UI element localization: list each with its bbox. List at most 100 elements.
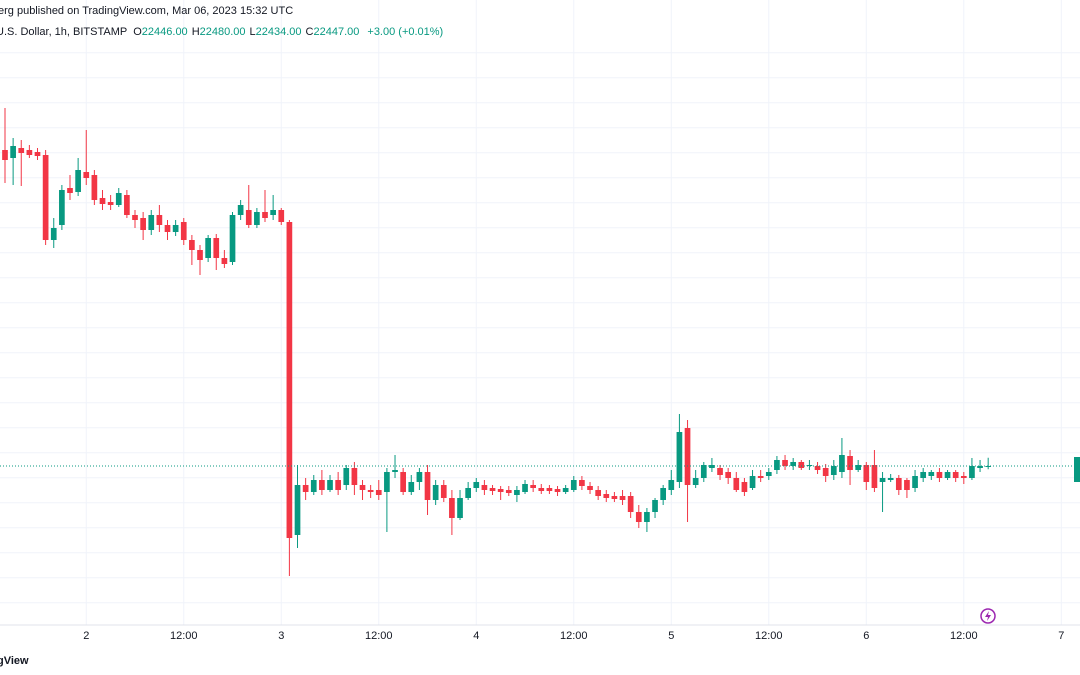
candle-body xyxy=(75,170,81,192)
candle-body xyxy=(570,480,577,490)
candle-body xyxy=(627,496,634,512)
candle-body xyxy=(2,150,8,160)
candle-body xyxy=(912,476,918,488)
candle-body xyxy=(473,482,480,488)
candle-body xyxy=(514,490,520,495)
x-tick-label: 6 xyxy=(863,630,869,642)
candle-body xyxy=(107,202,114,205)
candles xyxy=(0,108,1080,576)
x-tick-label: 3 xyxy=(278,630,284,642)
candle-body xyxy=(749,476,756,488)
candle-body xyxy=(928,472,935,476)
candle-body xyxy=(164,225,171,232)
candle-body xyxy=(140,218,146,230)
candle-body xyxy=(579,480,585,486)
candle-body xyxy=(814,466,821,470)
candle-body xyxy=(676,432,683,482)
candle-body xyxy=(497,489,504,492)
ohlc-legend: O 22446.00 H 22480.00 L 22434.00 C 22447.00 +3.0… xyxy=(133,26,443,38)
candle-body xyxy=(449,498,455,518)
candle-body xyxy=(944,472,951,478)
candle-body xyxy=(310,480,317,492)
candle-body xyxy=(839,455,845,472)
candle-body xyxy=(546,488,553,491)
candle-body xyxy=(684,428,691,485)
candle-body xyxy=(920,472,927,478)
candle-body xyxy=(424,472,431,500)
legend-high: 22480.00 xyxy=(200,26,246,38)
candle-body xyxy=(757,476,764,478)
watermark: gView xyxy=(0,655,29,667)
candle-body xyxy=(343,468,350,485)
candle-body xyxy=(26,150,33,155)
candle-body xyxy=(270,210,276,215)
candle-body xyxy=(83,172,90,178)
candle-body xyxy=(245,210,252,225)
candle-body xyxy=(432,485,439,500)
legend-open: 22446.00 xyxy=(142,26,188,38)
candle-body xyxy=(124,195,130,215)
candle-body xyxy=(652,500,658,512)
candle-body xyxy=(806,465,813,466)
candle-body xyxy=(619,496,626,500)
candle-body xyxy=(400,472,406,492)
candle-body xyxy=(554,489,561,492)
candle-body xyxy=(327,480,333,490)
legend-high-label: H xyxy=(192,26,200,38)
candle-body xyxy=(189,240,195,250)
legend-close-label: C xyxy=(306,26,314,38)
candle-body xyxy=(587,486,593,490)
x-tick-label: 2 xyxy=(83,630,89,642)
candle-body xyxy=(774,460,780,470)
candle-body xyxy=(830,466,837,475)
candle-body xyxy=(286,222,293,538)
candle-body xyxy=(505,490,512,493)
candle-body xyxy=(180,222,187,240)
candle-body xyxy=(42,155,49,240)
candle-body xyxy=(562,488,569,492)
candle-body xyxy=(847,456,853,470)
candle-body xyxy=(18,148,25,153)
candle-body xyxy=(254,212,260,225)
candle-body xyxy=(855,465,862,470)
candle-body xyxy=(408,482,415,492)
legend-low-label: L xyxy=(250,26,256,38)
candle-body xyxy=(237,205,244,215)
candle-body xyxy=(538,488,545,491)
legend-close: 22447.00 xyxy=(314,26,360,38)
candle-body xyxy=(611,496,618,499)
alert-icon xyxy=(980,608,996,624)
candle-body xyxy=(522,484,528,492)
candle-body xyxy=(871,465,878,488)
candle-body xyxy=(34,152,41,156)
candle-body xyxy=(99,198,106,204)
legend-change: +3.00 (+0.01%) xyxy=(367,26,443,38)
candle-body xyxy=(489,488,496,491)
x-tick-label: 4 xyxy=(473,630,479,642)
symbol-info: U.S. Dollar, 1h, BITSTAMP xyxy=(0,26,127,38)
candle-body xyxy=(10,146,16,158)
candle-body xyxy=(985,466,992,467)
publish-info: erg published on TradingView.com, Mar 06… xyxy=(0,5,293,17)
candle-body xyxy=(790,462,797,466)
candle-body xyxy=(359,485,366,490)
candle-body xyxy=(887,478,894,480)
candle-body xyxy=(530,485,536,488)
candle-body xyxy=(229,215,236,262)
legend-low: 22434.00 xyxy=(256,26,302,38)
candle-body xyxy=(156,215,163,225)
candle-body xyxy=(692,478,699,485)
candle-body xyxy=(798,462,805,468)
candle-body xyxy=(59,190,65,225)
candle-body xyxy=(700,465,707,478)
candle-body xyxy=(294,485,301,535)
candle-body xyxy=(952,472,959,478)
candle-body xyxy=(440,485,447,498)
candle-body xyxy=(262,212,268,218)
x-tick-label: 12:00 xyxy=(170,630,198,642)
candle-body xyxy=(765,472,772,476)
candle-body xyxy=(603,494,610,498)
candle-body xyxy=(213,238,220,258)
